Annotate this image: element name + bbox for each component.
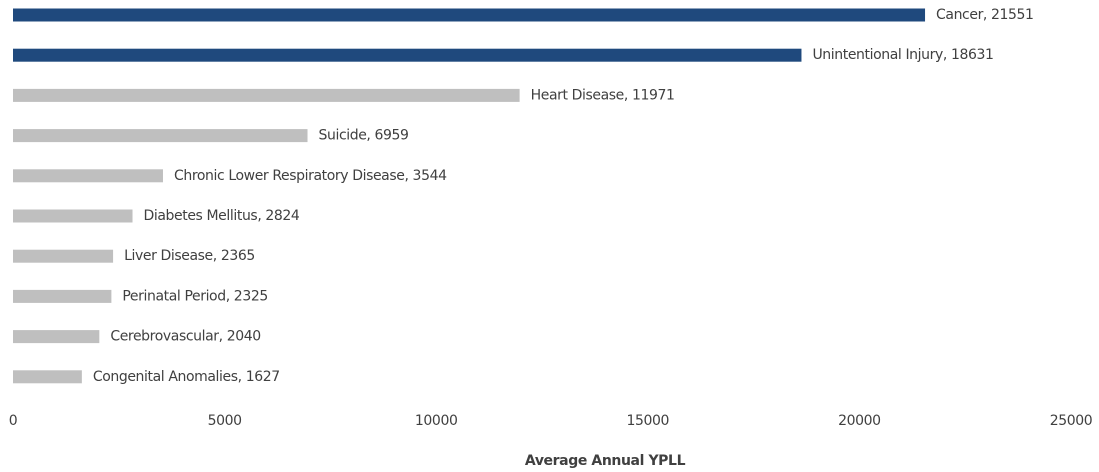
data-label: Perinatal Period, 2325 bbox=[122, 288, 267, 304]
bar bbox=[13, 330, 100, 344]
data-label: Liver Disease, 2365 bbox=[124, 248, 255, 264]
x-tick-label: 25000 bbox=[1050, 413, 1093, 429]
bar bbox=[13, 289, 112, 303]
x-tick-label: 0 bbox=[9, 413, 18, 429]
x-tick-label: 15000 bbox=[627, 413, 670, 429]
bar bbox=[13, 88, 520, 102]
data-label: Heart Disease, 11971 bbox=[531, 87, 675, 103]
x-tick-label: 10000 bbox=[415, 413, 458, 429]
bar bbox=[13, 48, 802, 62]
bar bbox=[13, 209, 133, 223]
data-label: Unintentional Injury, 18631 bbox=[812, 47, 993, 63]
x-tick-label: 20000 bbox=[838, 413, 881, 429]
x-axis-title: Average Annual YPLL bbox=[525, 453, 686, 469]
x-tick-label: 5000 bbox=[208, 413, 242, 429]
data-label: Cancer, 21551 bbox=[936, 7, 1034, 23]
bar bbox=[13, 169, 163, 183]
bar bbox=[13, 129, 308, 143]
data-label: Congenital Anomalies, 1627 bbox=[93, 369, 280, 385]
data-label: Diabetes Mellitus, 2824 bbox=[144, 208, 300, 224]
bar bbox=[13, 8, 926, 22]
data-label: Suicide, 6959 bbox=[319, 128, 409, 144]
bar bbox=[13, 249, 114, 263]
data-label: Chronic Lower Respiratory Disease, 3544 bbox=[174, 168, 447, 184]
bar bbox=[13, 370, 82, 384]
data-label: Cerebrovascular, 2040 bbox=[110, 329, 260, 345]
